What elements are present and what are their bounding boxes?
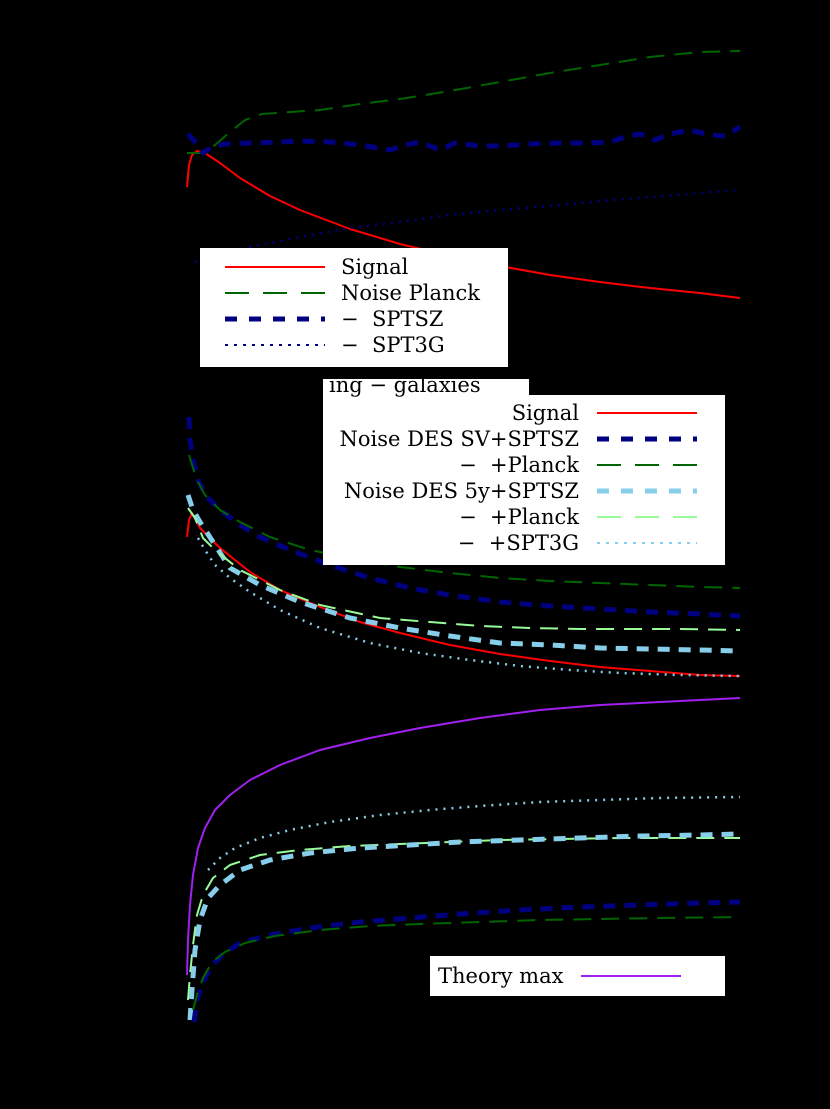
legend-line-sample xyxy=(225,344,325,346)
legend-label: Noise Planck xyxy=(341,281,480,305)
series-line-noise-planck xyxy=(187,50,741,154)
legend-label: − +Planck xyxy=(459,505,579,529)
legend-label: − SPT3G xyxy=(341,333,445,357)
legend-line-sample xyxy=(597,542,697,544)
legend-line-sample xyxy=(597,412,697,414)
legend-label: Noise DES 5y+SPTSZ xyxy=(343,479,579,503)
legend-entry: Noise DES SV+SPTSZ xyxy=(323,426,725,452)
legend-line-sample xyxy=(597,436,697,442)
series-line-noise-des-sv-sptsz xyxy=(191,899,741,1023)
legend-label: Noise DES SV+SPTSZ xyxy=(339,427,580,451)
legend-panel-3: Theory max xyxy=(430,956,725,996)
legend-label: Signal xyxy=(511,401,579,425)
legend-panel-2: Signal Noise DES SV+SPTSZ − +Planck Noise D… xyxy=(323,395,725,565)
series-line-spt3g xyxy=(207,795,741,871)
legend-line-sample xyxy=(597,516,697,518)
series-line-noise-des-sv-sptsz xyxy=(186,416,741,619)
legend-entry: − SPTSZ xyxy=(200,306,508,332)
series-line-spt3g xyxy=(194,188,741,264)
legend-line-sample xyxy=(597,488,697,494)
legend-entry: Noise DES 5y+SPTSZ xyxy=(323,478,725,504)
legend-line-sample xyxy=(597,464,697,466)
legend-label: Signal xyxy=(341,255,409,279)
panel-1-plot xyxy=(186,50,742,299)
panel-2-plot xyxy=(185,416,741,678)
series-line-theory-max xyxy=(186,697,741,976)
series-line-sptsz xyxy=(186,124,742,156)
legend-line-sample xyxy=(225,316,325,322)
legend-entry: Noise Planck xyxy=(200,280,508,306)
series-line-signal xyxy=(186,150,741,299)
legend-panel-1: Signal Noise Planck − SPTSZ − SPT3G xyxy=(200,248,508,367)
legend-entry: − +Planck xyxy=(323,452,725,478)
series-line-noise-des-5y-sptsz xyxy=(185,494,741,654)
legend-line-sample xyxy=(225,292,325,294)
legend-label: − SPTSZ xyxy=(341,307,444,331)
legend-label: − +Planck xyxy=(459,453,579,477)
panel-3-plot xyxy=(186,697,741,1023)
series-line-noise-des-5y-sptsz xyxy=(187,831,741,1021)
legend-entry: − SPT3G xyxy=(200,332,508,358)
legend-entry: Signal xyxy=(200,254,508,280)
legend-entry: Signal xyxy=(323,400,725,426)
legend-line-sample xyxy=(581,975,682,977)
panel-2-title: ing − galaxies xyxy=(323,379,529,399)
legend-entry: − +Planck xyxy=(323,504,725,530)
series-line-planck-5y xyxy=(187,507,741,631)
legend-line-sample xyxy=(225,266,325,268)
panel-1-bottom-axis-ticks xyxy=(200,362,508,377)
series-line-planck-sv xyxy=(192,916,741,1011)
legend-label: Theory max xyxy=(438,964,564,988)
legend-entry: − +SPT3G xyxy=(323,530,725,556)
legend-label: − +SPT3G xyxy=(457,531,579,555)
